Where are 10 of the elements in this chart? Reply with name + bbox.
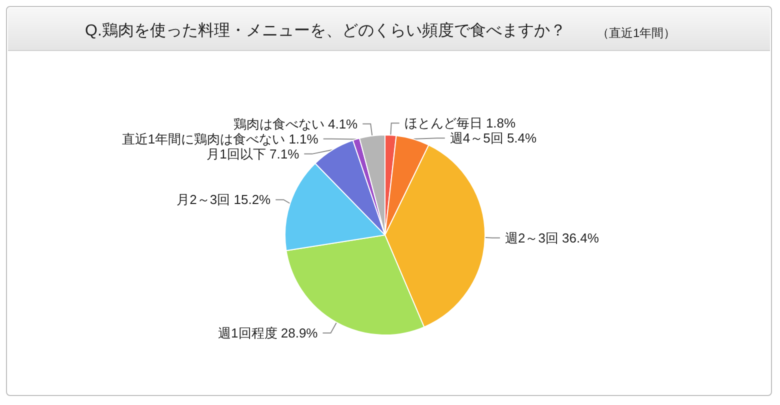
slice-label: 週2～3回 36.4% [504,230,600,246]
slice-label: ほとんど毎日 1.8% [404,116,516,131]
text: （直近1年間） [597,26,676,40]
slice-label: 直近1年間に鶏肉は食べない 1.1% [122,131,319,146]
chart-title: Q.鶏肉を使った料理・メニューを、どのくらい頻度で食べますか？ [85,22,566,40]
slice-label: 週1回程度 28.9% [218,325,318,340]
slice-label: 月2～3回 15.2% [176,192,272,208]
slice-label: 月1回以下 7.1% [206,146,300,162]
slice-label: 鶏肉は食べない 4.1% [233,116,358,132]
slice-label: 週4～5回 5.4% [450,130,538,146]
